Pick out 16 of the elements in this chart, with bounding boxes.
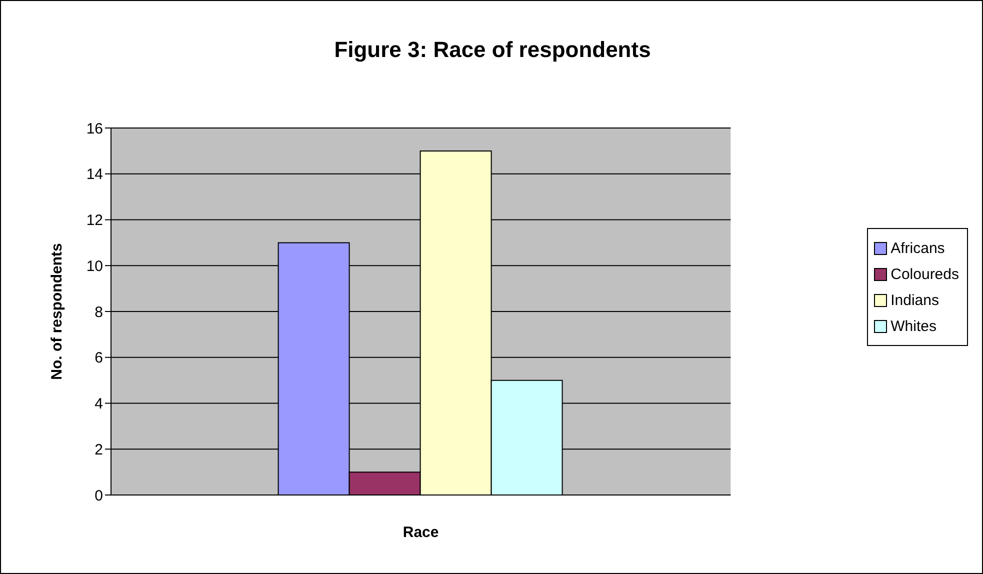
x-axis-title: Race: [402, 524, 439, 541]
legend-label: Indians: [890, 292, 939, 308]
y-axis-title: No. of respondents: [48, 243, 66, 380]
y-tick-label: 2: [94, 441, 103, 458]
y-tick-label: 12: [86, 212, 103, 230]
y-tick-label: 4: [94, 396, 103, 413]
legend-label: Africans: [890, 240, 945, 256]
y-tick-label: 6: [94, 350, 103, 367]
chart-title: Figure 3: Race of respondents: [333, 37, 652, 63]
y-tick-label: 8: [94, 304, 103, 321]
legend-label: Coloureds: [890, 266, 959, 282]
y-tick-label: 0: [94, 487, 103, 504]
y-tick-label: 16: [86, 120, 103, 138]
y-tick-label: 14: [86, 166, 103, 184]
legend-label: Whites: [890, 318, 936, 334]
y-tick-label: 10: [86, 258, 103, 275]
